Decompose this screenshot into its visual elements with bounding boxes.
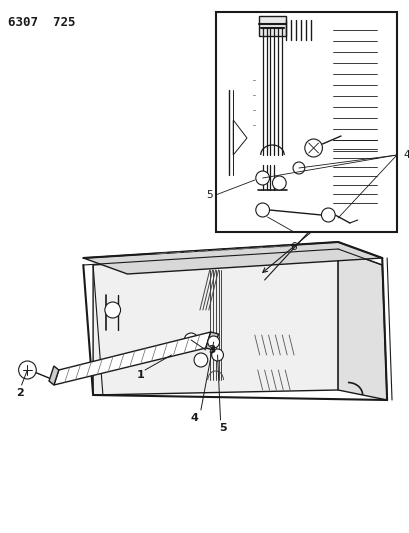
Text: 6: 6 [290, 242, 297, 252]
Text: 6307  725: 6307 725 [8, 16, 75, 29]
Text: 5: 5 [206, 190, 212, 200]
Circle shape [292, 162, 304, 174]
Polygon shape [337, 249, 386, 400]
Circle shape [207, 336, 219, 348]
Text: 4: 4 [190, 413, 198, 423]
Circle shape [211, 349, 223, 361]
Circle shape [193, 353, 207, 367]
Text: 3: 3 [208, 345, 216, 355]
Text: 1: 1 [136, 370, 144, 380]
Polygon shape [83, 242, 381, 274]
Text: 5: 5 [219, 423, 227, 433]
Polygon shape [205, 332, 218, 350]
Circle shape [304, 139, 321, 157]
Circle shape [184, 333, 198, 347]
Polygon shape [93, 249, 337, 395]
Circle shape [18, 361, 36, 379]
Circle shape [272, 176, 285, 190]
Circle shape [321, 208, 335, 222]
Polygon shape [49, 366, 58, 385]
Bar [215, 12, 396, 232]
Bar [258, 16, 285, 36]
Circle shape [255, 203, 269, 217]
Circle shape [105, 302, 120, 318]
Circle shape [255, 171, 269, 185]
Text: 4: 4 [403, 150, 409, 160]
Polygon shape [54, 332, 210, 385]
Text: 2: 2 [16, 388, 23, 398]
